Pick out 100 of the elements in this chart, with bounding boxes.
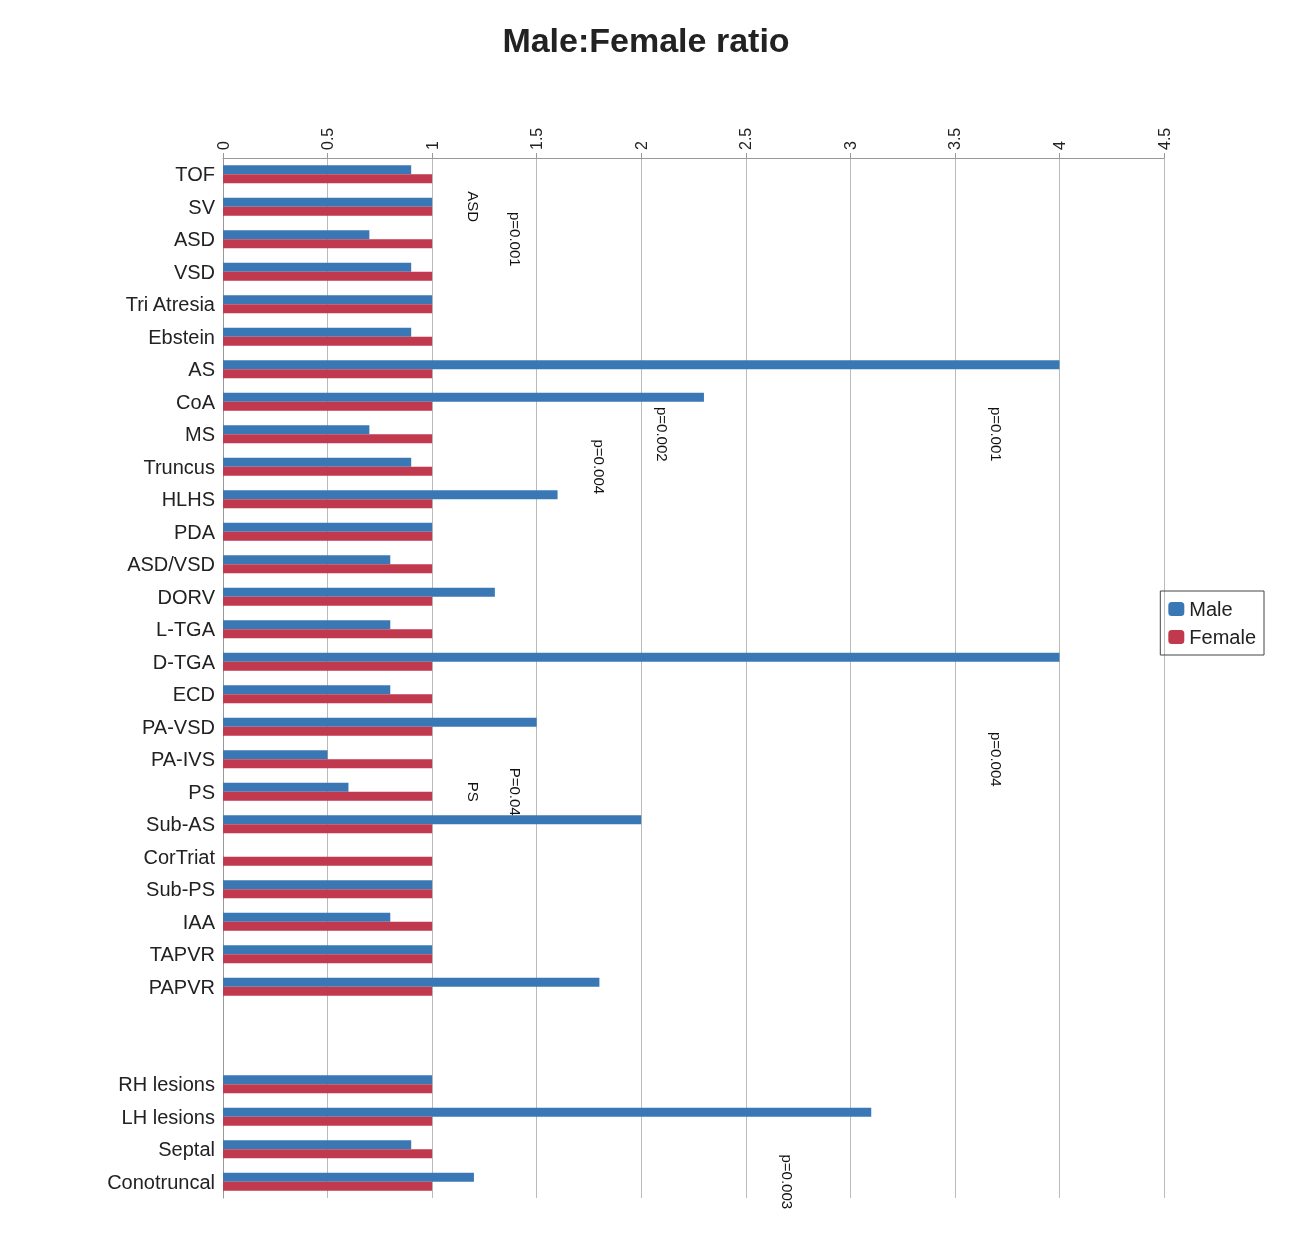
- x-tick-label: 1.5: [528, 127, 546, 150]
- bar: [223, 782, 349, 792]
- y-tick-label: PS: [188, 780, 215, 803]
- bar: [223, 912, 391, 922]
- x-tick-label: 2.5: [737, 127, 755, 150]
- y-tick-label: DORV: [157, 585, 216, 608]
- bar: [223, 977, 600, 987]
- bar: [223, 564, 433, 574]
- bar: [223, 425, 370, 435]
- bar: [223, 522, 433, 532]
- y-tick-label: HLHS: [161, 488, 215, 511]
- bar: [223, 1075, 433, 1085]
- y-tick-label: D-TGA: [152, 650, 216, 673]
- y-tick-label: RH lesions: [118, 1073, 215, 1096]
- y-tick-label: PA-VSD: [142, 715, 215, 738]
- bar: [223, 1149, 433, 1159]
- bar: [223, 986, 433, 996]
- bar: [223, 717, 537, 727]
- bar: [223, 694, 433, 704]
- bar: [223, 856, 433, 866]
- bar: [223, 1181, 433, 1191]
- annotation: p=0.001: [507, 211, 525, 267]
- bar: [223, 954, 433, 964]
- bar: [223, 750, 328, 760]
- legend-label: Male: [1189, 598, 1233, 620]
- x-tick-label: 2: [632, 141, 650, 150]
- y-tick-label: ECD: [172, 683, 215, 706]
- y-tick-label: Conotruncal: [107, 1170, 215, 1193]
- annotation: p=0.003: [779, 1154, 797, 1210]
- bar: [223, 174, 433, 184]
- y-tick-label: ASD: [173, 228, 215, 251]
- bar: [223, 596, 433, 606]
- bar: [223, 457, 412, 467]
- bar: [223, 490, 558, 500]
- bar: [223, 815, 642, 825]
- bar: [223, 880, 433, 890]
- bar: [223, 921, 433, 931]
- x-tick-label: 3.5: [946, 127, 964, 150]
- bar: [223, 759, 433, 769]
- y-tick-label: SV: [188, 195, 216, 218]
- y-tick-label: Ebstein: [148, 325, 215, 348]
- chart-title: Male:Female ratio: [502, 21, 790, 59]
- bar: [223, 336, 433, 346]
- annotation: p=0.002: [653, 406, 671, 462]
- bar: [223, 434, 433, 444]
- bar: [223, 360, 1060, 370]
- bar: [223, 392, 704, 402]
- bar: [223, 652, 1060, 662]
- y-tick-label: Septal: [158, 1138, 215, 1161]
- bar: [223, 239, 433, 249]
- bar: [223, 661, 433, 671]
- y-tick-label: TOF: [175, 163, 215, 186]
- y-tick-label: CorTriat: [143, 845, 216, 868]
- bar: [223, 531, 433, 541]
- annotation: PS: [465, 781, 483, 802]
- bar: [223, 620, 391, 630]
- bar: [223, 555, 391, 565]
- bar: [223, 295, 433, 305]
- y-tick-label: AS: [188, 358, 215, 381]
- bar: [223, 685, 391, 695]
- x-tick-label: 4.5: [1155, 127, 1173, 150]
- y-tick-label: TAPVR: [149, 943, 215, 966]
- y-tick-label: LH lesions: [121, 1105, 215, 1128]
- bar: [223, 587, 495, 597]
- y-tick-label: L-TGA: [156, 618, 216, 641]
- annotation: p=0.001: [988, 406, 1006, 462]
- bar: [223, 304, 433, 314]
- y-tick-label: PAPVR: [148, 975, 215, 998]
- x-tick-label: 0: [214, 141, 232, 150]
- bar: [223, 889, 433, 899]
- bar: [223, 401, 433, 411]
- bar: [223, 327, 412, 337]
- bar: [223, 824, 433, 834]
- y-tick-label: VSD: [173, 260, 215, 283]
- bar: [223, 629, 433, 639]
- bar: [223, 1084, 433, 1094]
- bar: [223, 262, 412, 272]
- y-tick-label: IAA: [182, 910, 216, 933]
- bar: [223, 1172, 474, 1182]
- y-tick-label: Truncus: [143, 455, 215, 478]
- annotation: P=0.04: [507, 767, 525, 816]
- x-tick-label: 0.5: [319, 127, 337, 150]
- bar: [223, 726, 433, 736]
- y-tick-label: PA-IVS: [150, 748, 215, 771]
- x-tick-label: 3: [841, 141, 859, 150]
- x-tick-label: 4: [1050, 141, 1068, 150]
- y-tick-label: ASD/VSD: [127, 553, 215, 576]
- annotation: p=0.004: [590, 439, 608, 495]
- bar: [223, 1140, 412, 1150]
- y-tick-label: Sub-PS: [146, 878, 215, 901]
- y-tick-label: PDA: [173, 520, 216, 543]
- bar: [223, 230, 370, 240]
- bar: [223, 369, 433, 379]
- x-tick-label: 1: [423, 141, 441, 150]
- y-tick-label: CoA: [176, 390, 216, 413]
- bar: [223, 466, 433, 476]
- bar: [223, 197, 433, 207]
- bar: [223, 945, 433, 955]
- annotation: p=0.004: [988, 731, 1006, 787]
- bar: [223, 206, 433, 216]
